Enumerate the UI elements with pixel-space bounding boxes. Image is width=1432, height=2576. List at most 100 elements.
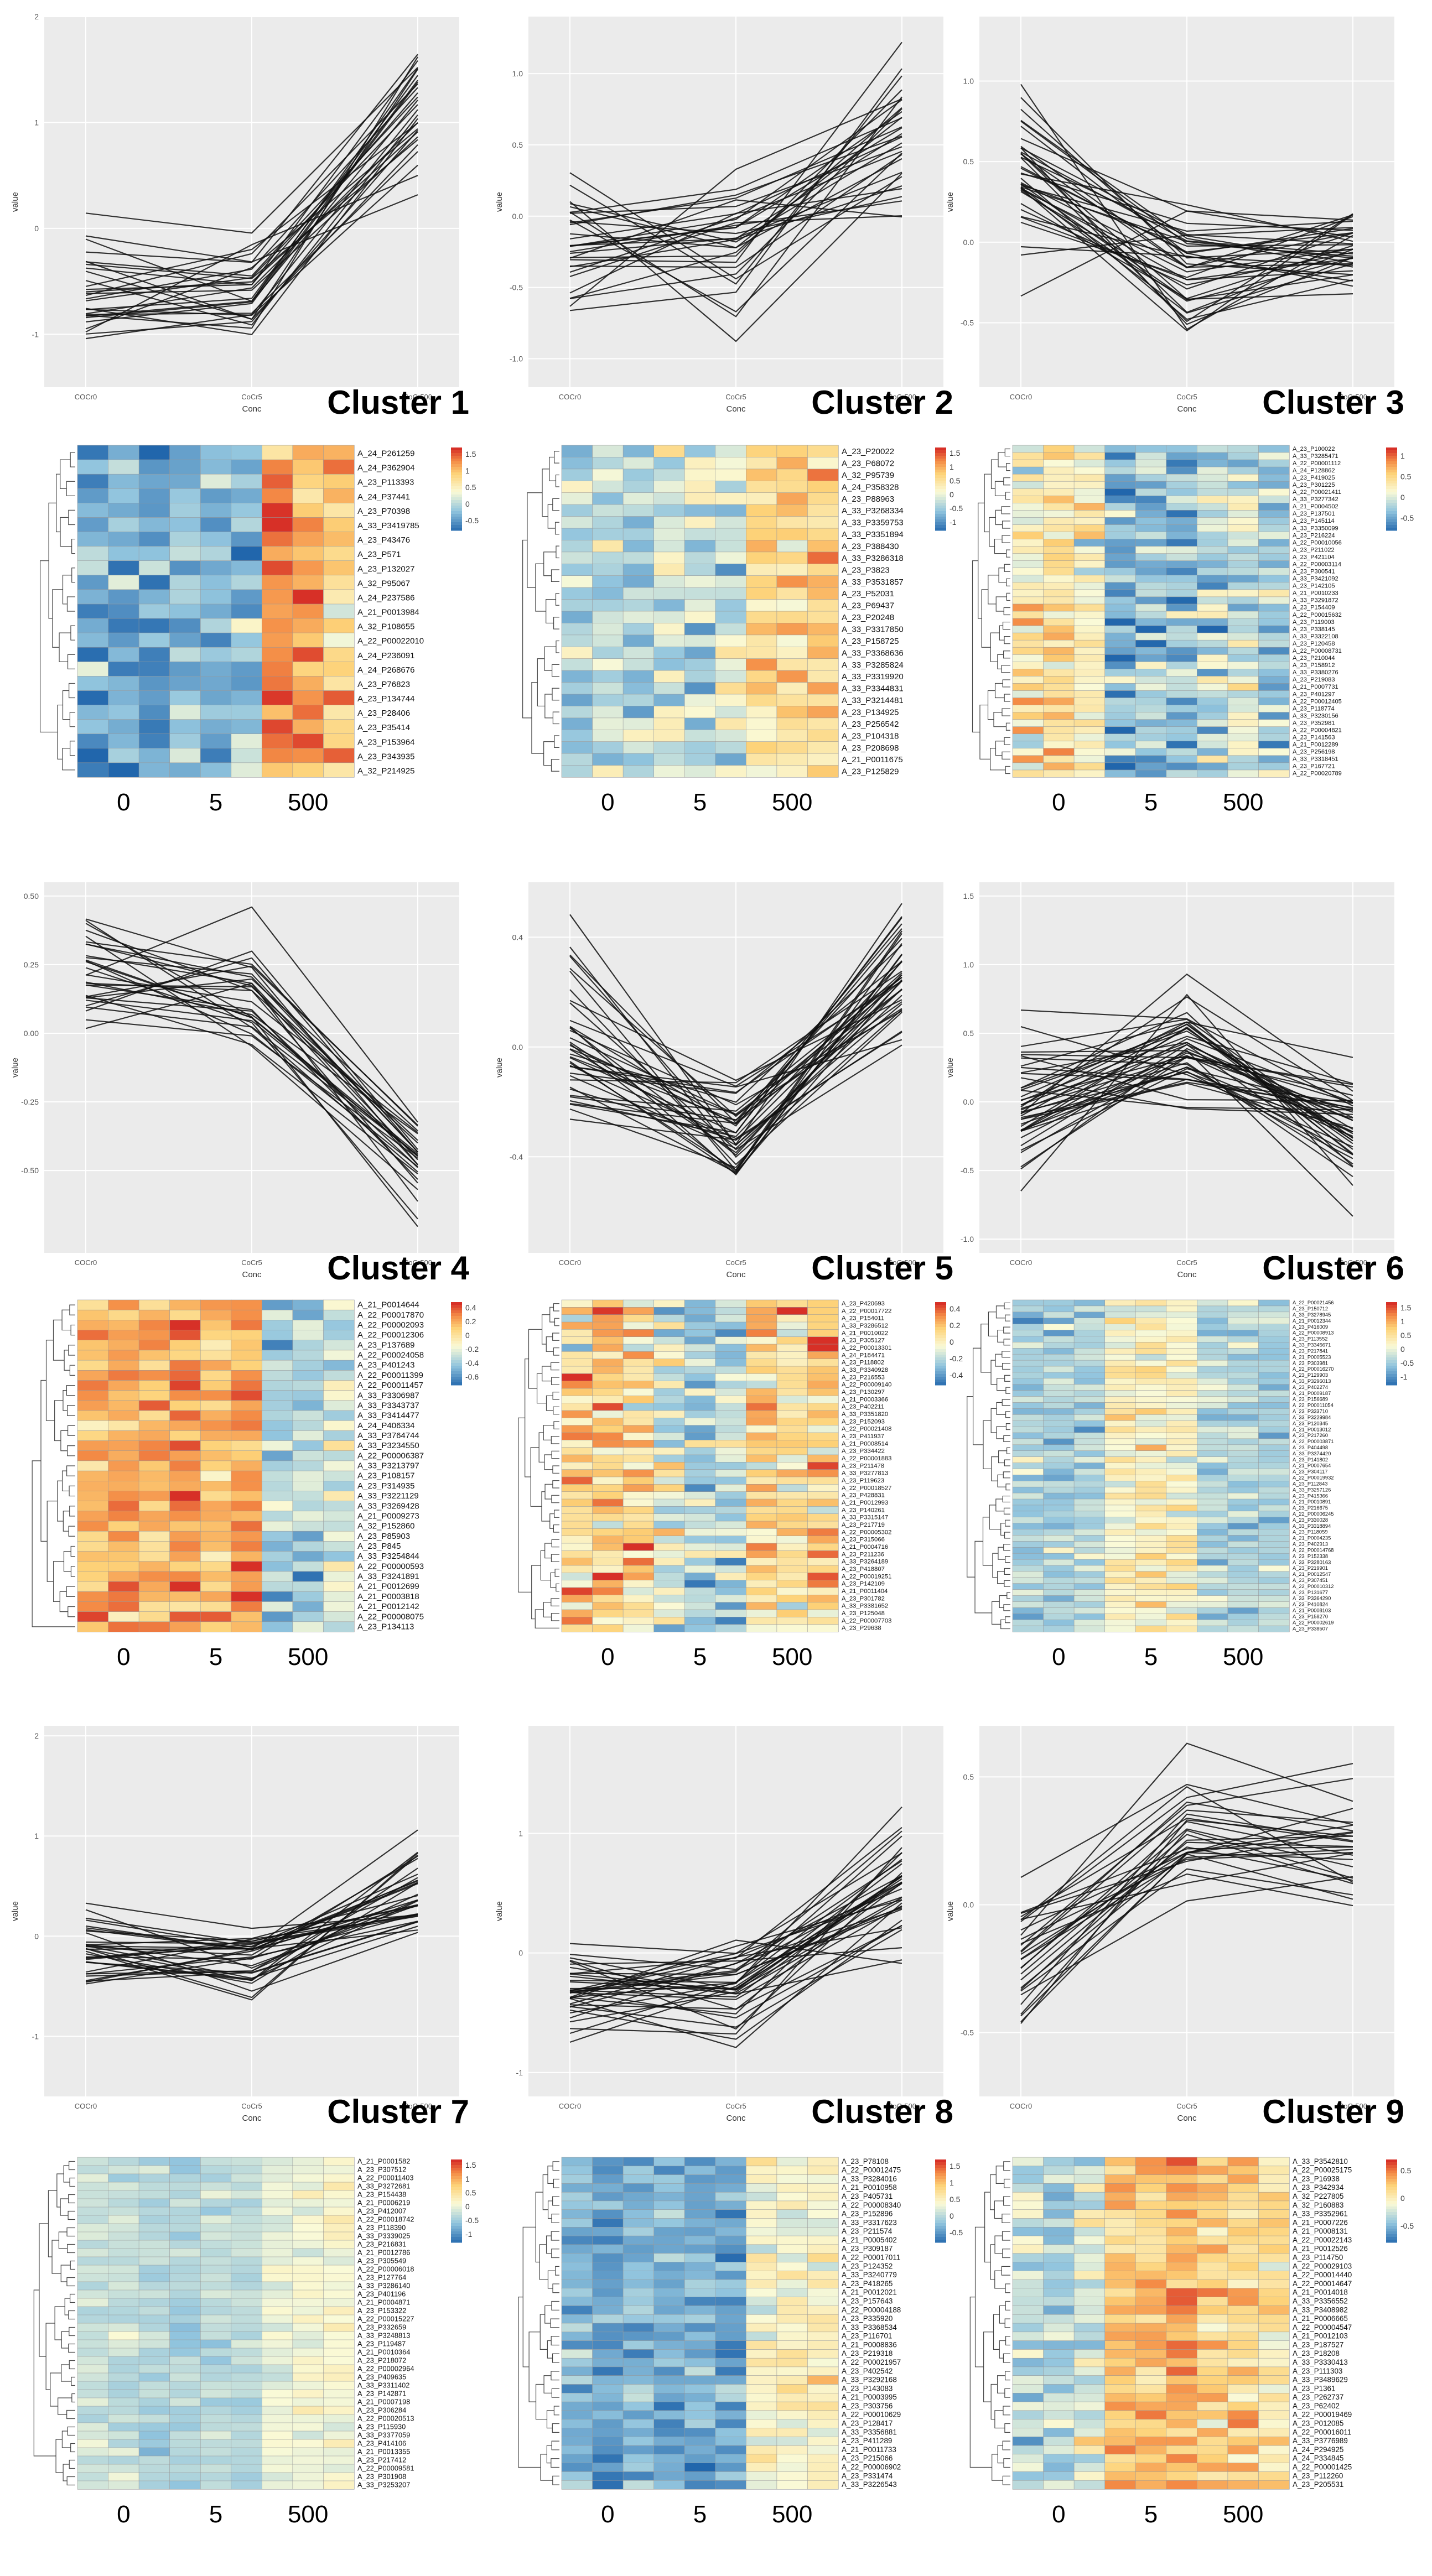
heatmap-cell — [1104, 1571, 1136, 1578]
heatmap-cell — [807, 2157, 839, 2167]
heatmap-cell — [592, 1484, 624, 1492]
series-line — [1020, 1077, 1353, 1115]
row-label: A_21_P0012993 — [842, 1500, 888, 1506]
heatmap-cell — [323, 2298, 355, 2307]
series-line — [1020, 1876, 1353, 1996]
heatmap-cell — [715, 504, 747, 517]
heatmap-cell — [746, 2436, 777, 2446]
heatmap-cell — [323, 2289, 355, 2299]
heatmap-cell — [622, 2454, 655, 2464]
heatmap-cell — [1227, 1498, 1259, 1506]
heatmap-cell — [1227, 2270, 1259, 2280]
heatmap-cell — [1043, 733, 1075, 742]
row-label: A_22_P00019251 — [842, 1573, 891, 1580]
heatmap-cell — [807, 1580, 839, 1588]
heatmap-cell — [261, 2472, 293, 2481]
heatmap-cell — [77, 603, 109, 619]
legend-swatch — [935, 1313, 946, 1316]
heatmap-cell — [1012, 2288, 1044, 2298]
heatmap-cell — [1073, 1336, 1106, 1342]
heatmap-cell — [200, 1521, 232, 1532]
heatmap-cell — [138, 2298, 170, 2307]
heatmap-cell — [622, 2306, 655, 2315]
row-label: A_22_P00017870 — [357, 1310, 424, 1320]
heatmap-cell — [653, 658, 685, 671]
heatmap-cell — [138, 2331, 170, 2340]
series-line — [85, 1867, 418, 1981]
heatmap-cell — [561, 706, 593, 719]
heatmap-cell — [1258, 1619, 1290, 1626]
heatmap-cell — [1104, 459, 1136, 467]
heatmap-cell — [561, 753, 593, 766]
heatmap-cell — [653, 575, 685, 588]
heatmap-cell — [138, 1360, 170, 1371]
heatmap-cell — [653, 2436, 685, 2446]
heatmap-cell — [622, 1595, 655, 1603]
series-line — [569, 96, 902, 318]
heatmap-cell — [1197, 1456, 1228, 1464]
heatmap-cell — [1043, 762, 1075, 771]
heatmap-cell — [1043, 2183, 1075, 2193]
heatmap-cell — [561, 2218, 593, 2228]
heatmap-cell — [776, 1558, 808, 1566]
row-label: A_23_P158270 — [1293, 1614, 1328, 1619]
conc-label: 0 — [1052, 789, 1065, 816]
heatmap-cell — [1258, 2183, 1290, 2193]
heatmap-cell — [1166, 2340, 1198, 2350]
heatmap-cell — [592, 551, 624, 564]
heatmap-cell — [1166, 1299, 1198, 1307]
heatmap-cell — [1043, 1360, 1075, 1367]
series-line — [569, 980, 902, 1154]
heatmap-cell — [108, 2198, 139, 2208]
heatmap-cell — [1258, 669, 1290, 676]
legend-swatch — [451, 1305, 462, 1308]
heatmap-cell — [1227, 1469, 1259, 1475]
heatmap-cell — [1043, 1324, 1075, 1331]
heatmap-cell — [200, 2455, 232, 2465]
heatmap-cell — [1197, 1577, 1228, 1584]
heatmap-cell — [1043, 1547, 1075, 1554]
heatmap-cell — [561, 2471, 593, 2481]
heatmap-cell — [653, 563, 685, 576]
heatmap-cell — [1258, 1312, 1290, 1319]
heatmap-cell — [1227, 1318, 1259, 1325]
heatmap-cell — [622, 730, 655, 742]
heatmap-cell — [1043, 2297, 1075, 2307]
legend-swatch — [1386, 2184, 1397, 2188]
heatmap-cell — [323, 2306, 355, 2315]
heatmap-cell — [1073, 445, 1106, 453]
heatmap-cell — [561, 2436, 593, 2446]
heatmap-cell — [1258, 2445, 1290, 2455]
heatmap-cell — [323, 1621, 355, 1632]
heatmap-cell — [1197, 2384, 1228, 2393]
heatmap-cell — [1135, 683, 1167, 691]
legend-swatch — [1386, 2231, 1397, 2235]
row-label: A_23_P140261 — [842, 1507, 885, 1513]
heatmap-cell — [746, 1454, 777, 1463]
heatmap-cell — [776, 469, 808, 481]
legend-swatch — [1386, 2168, 1397, 2171]
heatmap-cell — [653, 1521, 685, 1529]
row-label: A_33_P3285824 — [842, 660, 904, 670]
heatmap-cell — [592, 599, 624, 612]
legend-swatch — [935, 2226, 946, 2229]
heatmap-cell — [684, 1336, 716, 1345]
heatmap-cell — [323, 2182, 355, 2191]
heatmap-cell — [684, 2270, 716, 2280]
heatmap-cell — [292, 1320, 324, 1331]
heatmap-cell — [1197, 1414, 1228, 1421]
heatmap-cell — [622, 765, 655, 778]
legend-tick-label: 0.2 — [950, 1321, 961, 1330]
heatmap-cell — [1012, 1396, 1044, 1403]
heatmap-cell — [138, 603, 170, 619]
heatmap-cell — [776, 1336, 808, 1345]
heatmap-cell — [231, 1380, 262, 1391]
heatmap-cell — [561, 623, 593, 636]
heatmap-cell — [1104, 748, 1136, 756]
legend-swatch — [1386, 475, 1397, 478]
row-label: A_22_P00001112 — [1293, 460, 1341, 467]
heatmap-cell — [1073, 1372, 1106, 1379]
heatmap-cell — [622, 1432, 655, 1440]
series-line — [85, 67, 418, 234]
